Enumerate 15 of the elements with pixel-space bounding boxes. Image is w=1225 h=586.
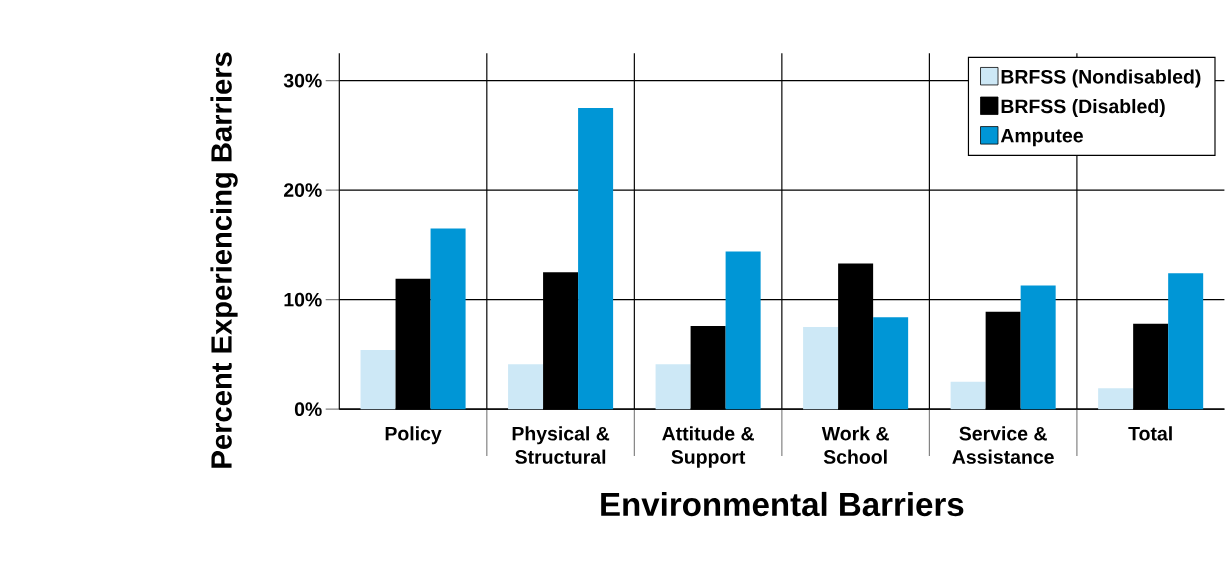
x-tick-label: Total xyxy=(1128,426,1172,441)
y-axis-title: Percent Experiencing Barriers xyxy=(210,52,238,468)
y-tick-label: 10% xyxy=(284,293,322,307)
legend-label: Amputee xyxy=(1000,129,1083,147)
y-tick-label: 20% xyxy=(283,183,322,198)
x-axis-title: Environmental Barriers xyxy=(601,492,964,517)
x-tick-label: Work & School xyxy=(821,426,889,465)
y-tick-label: 0% xyxy=(294,402,322,417)
x-tick-label: Physical & Structural xyxy=(512,426,610,465)
x-tick-label: Policy xyxy=(385,426,442,445)
y-tick-label: 30% xyxy=(283,73,322,88)
legend-label: BRFSS (Nondisabled) xyxy=(1001,69,1201,88)
x-tick-label: Attitude & Support xyxy=(662,426,754,468)
x-tick-label: Service & Assistance xyxy=(952,426,1054,465)
legend-label: BRFSS (Disabled) xyxy=(1001,99,1165,118)
